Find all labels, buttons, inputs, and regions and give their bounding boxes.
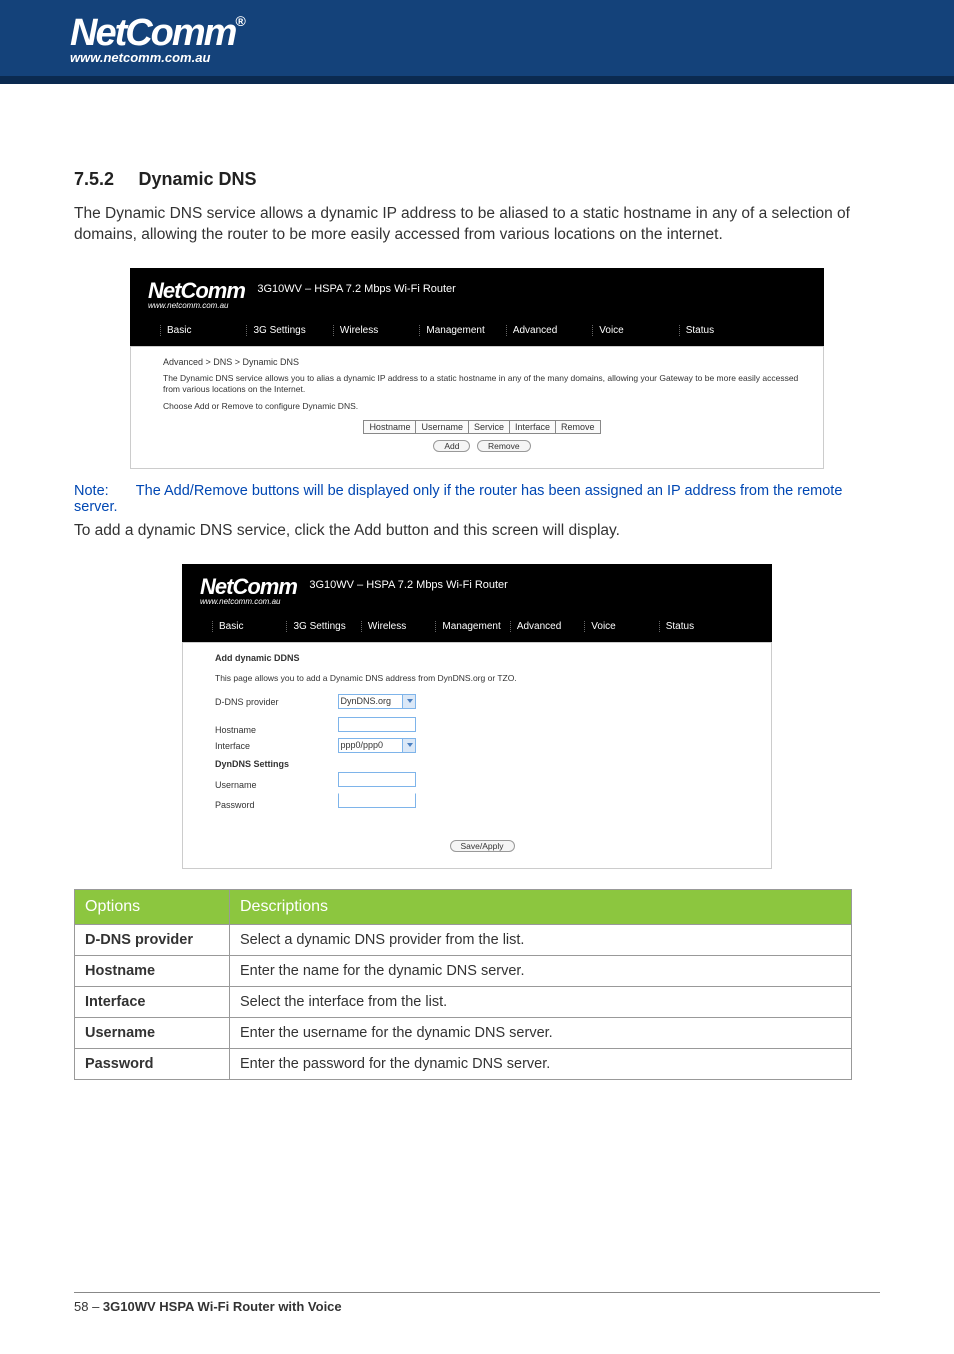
nav2-3g[interactable]: 3G Settings [286,621,356,632]
desc-interface: Select the interface from the list. [230,987,852,1018]
nav2-status[interactable]: Status [659,621,729,632]
opt-password: Password [75,1049,230,1080]
interface-value: ppp0/ppp0 [341,740,384,750]
note-label: Note: [74,483,132,499]
interface-select[interactable]: ppp0/ppp0 [338,738,416,753]
opt-interface: Interface [75,987,230,1018]
ss-hint: Choose Add or Remove to configure Dynami… [163,401,801,412]
interface-label: Interface [215,741,335,751]
nav-3g[interactable]: 3G Settings [246,325,328,336]
section-heading: 7.5.2 Dynamic DNS [74,169,880,190]
options-header-col1: Options [75,890,230,925]
ss2-nav: Basic 3G Settings Wireless Management Ad… [182,610,772,642]
router-screenshot-ddns-list: NetComm 3G10WV – HSPA 7.2 Mbps Wi-Fi Rou… [130,268,824,469]
footer-product: 3G10WV HSPA Wi-Fi Router with Voice [103,1299,342,1314]
brand-url: www.netcomm.com.au [70,50,954,65]
ss-logo-url: www.netcomm.com.au [148,301,806,310]
hostname-label: Hostname [215,725,335,735]
desc-password: Enter the password for the dynamic DNS s… [230,1049,852,1080]
provider-select[interactable]: DynDNS.org [338,694,416,709]
username-input[interactable] [338,772,416,787]
page-content: 7.5.2 Dynamic DNS The Dynamic DNS servic… [0,84,954,1120]
nav-voice[interactable]: Voice [592,325,674,336]
col-hostname: Hostname [364,420,416,433]
nav-management[interactable]: Management [419,325,501,336]
button-row: Add Remove [163,440,801,452]
nav-wireless[interactable]: Wireless [333,325,415,336]
page-number: 58 – [74,1299,103,1314]
col-username: Username [416,420,469,433]
ss2-heading: Add dynamic DDNS [215,653,749,663]
nav2-wireless[interactable]: Wireless [361,621,431,632]
desc-username: Enter the username for the dynamic DNS s… [230,1018,852,1049]
provider-value: DynDNS.org [341,696,392,706]
body-paragraph-2: To add a dynamic DNS service, click the … [74,521,880,542]
col-service: Service [468,420,509,433]
password-input[interactable] [338,793,416,808]
table-row: D-DNS provider Select a dynamic DNS prov… [75,925,852,956]
ss2-body: Add dynamic DDNS This page allows you to… [182,642,772,870]
nav2-advanced[interactable]: Advanced [510,621,580,632]
ss-description: The Dynamic DNS service allows you to al… [163,373,801,395]
ss2-product: 3G10WV – HSPA 7.2 Mbps Wi-Fi Router [309,579,507,591]
table-row: Interface Select the interface from the … [75,987,852,1018]
breadcrumb: Advanced > DNS > Dynamic DNS [163,357,801,367]
brand-logo: NetComm® [70,14,954,52]
nav2-basic[interactable]: Basic [212,621,282,632]
save-apply-button[interactable]: Save/Apply [450,840,515,852]
provider-label: D-DNS provider [215,697,335,707]
options-table: Options Descriptions D-DNS provider Sele… [74,889,852,1080]
note-text: The Add/Remove buttons will be displayed… [74,483,842,515]
hostname-input[interactable] [338,717,416,732]
col-interface: Interface [510,420,556,433]
options-header-col2: Descriptions [230,890,852,925]
username-label: Username [215,780,335,790]
nav2-management[interactable]: Management [435,621,505,632]
router-screenshot-add-ddns: NetComm 3G10WV – HSPA 7.2 Mbps Wi-Fi Rou… [182,564,772,870]
nav-advanced[interactable]: Advanced [506,325,588,336]
ss-nav: Basic 3G Settings Wireless Management Ad… [130,314,824,346]
ss2-description: This page allows you to add a Dynamic DN… [215,673,749,684]
nav2-voice[interactable]: Voice [584,621,654,632]
page-footer: 58 – 3G10WV HSPA Wi-Fi Router with Voice [74,1292,880,1314]
ss-header: NetComm 3G10WV – HSPA 7.2 Mbps Wi-Fi Rou… [130,268,824,314]
table-row: Hostname Enter the name for the dynamic … [75,956,852,987]
remove-button[interactable]: Remove [477,440,531,452]
ddns-table: Hostname Username Service Interface Remo… [363,420,600,434]
opt-username: Username [75,1018,230,1049]
add-button[interactable]: Add [433,440,470,452]
top-banner: NetComm® www.netcomm.com.au [0,0,954,84]
dyndns-settings-label: DynDNS Settings [215,759,335,769]
intro-paragraph: The Dynamic DNS service allows a dynamic… [74,204,880,246]
table-row: Password Enter the password for the dyna… [75,1049,852,1080]
opt-hostname: Hostname [75,956,230,987]
table-row: Username Enter the username for the dyna… [75,1018,852,1049]
password-label: Password [215,800,335,810]
ss-logo: NetComm [148,278,245,304]
section-title: Dynamic DNS [139,169,257,189]
desc-ddns-provider: Select a dynamic DNS provider from the l… [230,925,852,956]
opt-ddns-provider: D-DNS provider [75,925,230,956]
note-line: Note: The Add/Remove buttons will be dis… [74,483,880,515]
registered-mark: ® [235,13,243,29]
ss-body: Advanced > DNS > Dynamic DNS The Dynamic… [130,346,824,469]
col-remove: Remove [556,420,601,433]
section-number: 7.5.2 [74,169,114,189]
desc-hostname: Enter the name for the dynamic DNS serve… [230,956,852,987]
nav-status[interactable]: Status [679,325,761,336]
nav-basic[interactable]: Basic [160,325,242,336]
ss-product: 3G10WV – HSPA 7.2 Mbps Wi-Fi Router [257,283,455,295]
logo-text: NetComm [70,12,235,54]
ss2-header: NetComm 3G10WV – HSPA 7.2 Mbps Wi-Fi Rou… [182,564,772,610]
